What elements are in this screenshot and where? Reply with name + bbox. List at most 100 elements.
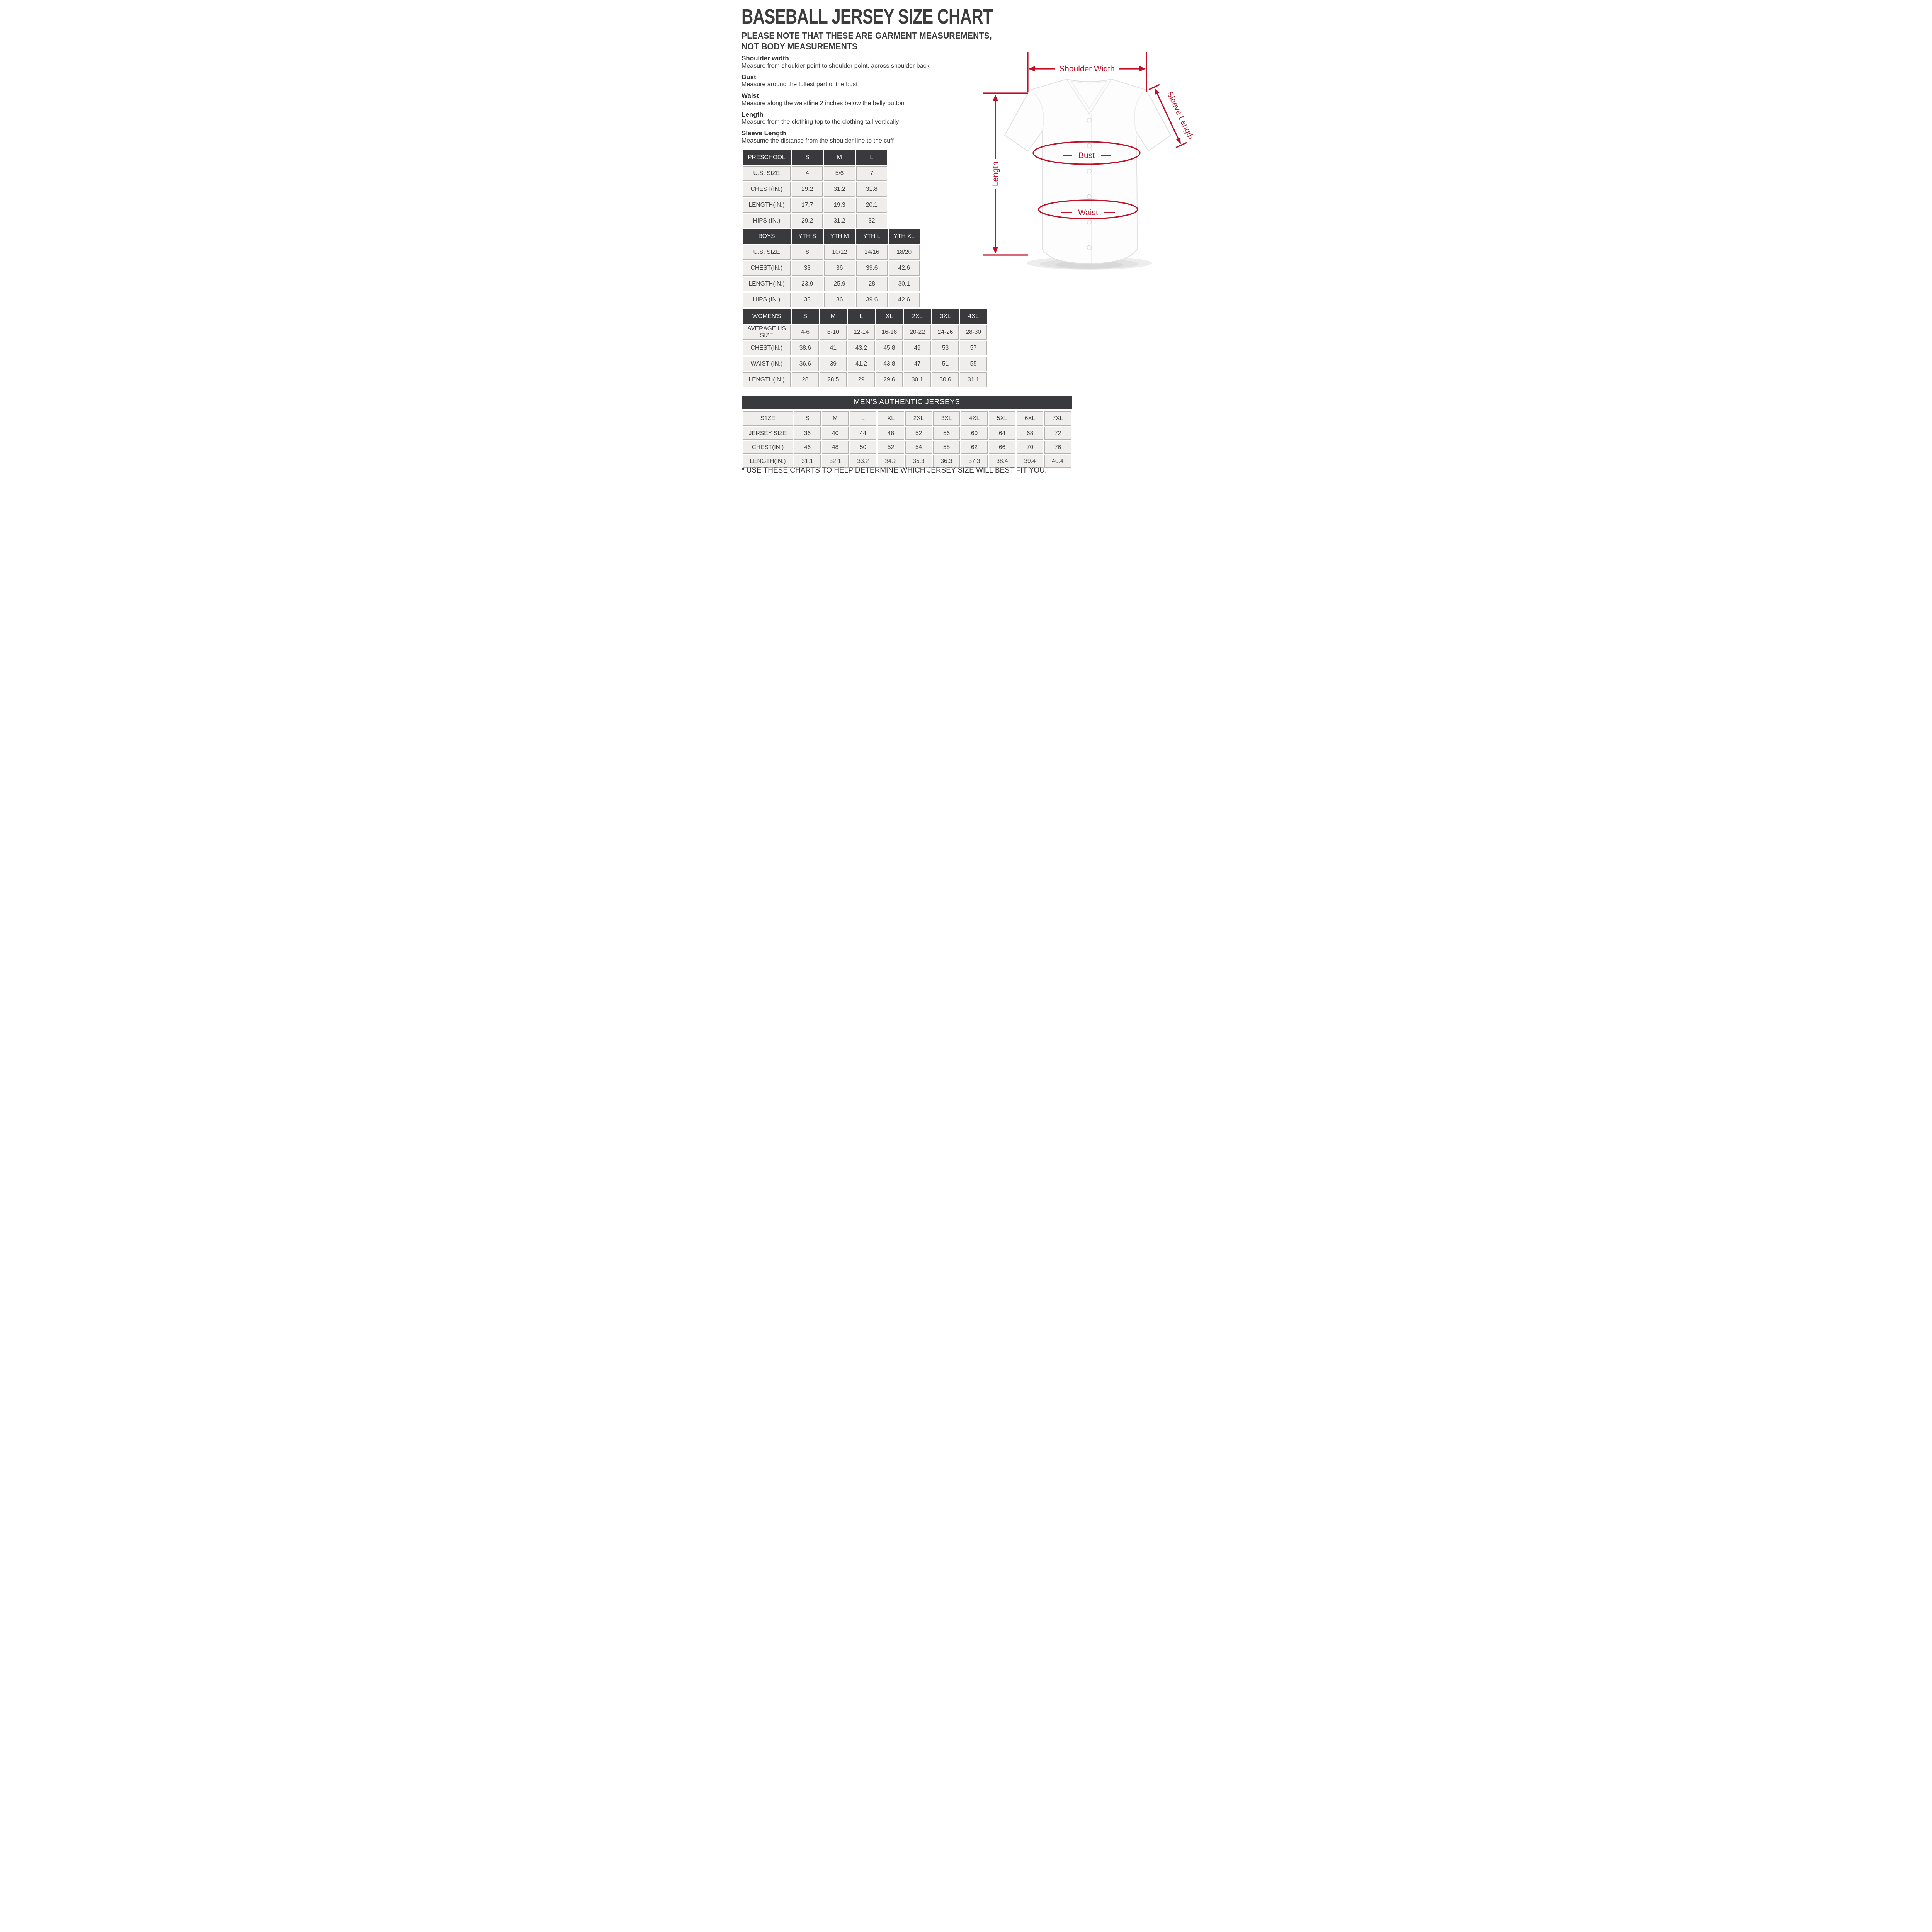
table-header: S1ZE S M L XL 2XL 3XL 4XL 5XL 6XL 7XL xyxy=(743,411,1071,426)
column-header: S xyxy=(794,411,821,426)
data-cell: 62 xyxy=(961,441,988,454)
data-cell: 29.2 xyxy=(792,182,823,197)
data-cell: 38.4 xyxy=(989,455,1015,468)
data-cell: 36 xyxy=(824,261,855,276)
arrow-left-icon xyxy=(1029,66,1035,72)
preschool-size-table: PRESCHOOL S M L U.S, SIZE 4 5/6 7 CHEST(IN.) 29.2… xyxy=(742,149,888,230)
subtitle-line-1: PLEASE NOTE THAT THESE ARE GARMENT MEASU… xyxy=(742,31,992,41)
data-cell: 57 xyxy=(960,341,987,355)
data-cell: 28 xyxy=(856,277,888,291)
data-cell: 52 xyxy=(905,427,932,440)
data-cell: 31.2 xyxy=(824,182,855,197)
jersey-button xyxy=(1087,168,1092,174)
table-row: CHEST(IN.) 33 36 39.6 42.6 xyxy=(743,261,920,276)
row-label: LENGTH(IN.) xyxy=(743,277,791,291)
arrow-up-icon xyxy=(1155,88,1160,95)
definition-term: Sleeve Length xyxy=(742,129,786,137)
data-cell: 30.6 xyxy=(932,372,959,387)
data-cell: 29.2 xyxy=(792,214,823,228)
data-cell: 30.1 xyxy=(904,372,931,387)
data-cell: 16-18 xyxy=(876,325,903,340)
row-label: CHEST(IN.) xyxy=(743,261,791,276)
jersey-button xyxy=(1087,219,1092,225)
row-label: CHEST(IN.) xyxy=(743,341,791,355)
table-row: CHEST(IN.) 38.6 41 43.2 45.8 49 53 57 xyxy=(743,341,987,355)
column-header: 2XL xyxy=(904,309,931,324)
table-body: U.S, SIZE 4 5/6 7 CHEST(IN.) 29.2 31.2 31.8 LENG… xyxy=(743,166,887,228)
table-row: U.S, SIZE 8 10/12 14/16 18/20 xyxy=(743,245,920,260)
data-cell: 76 xyxy=(1044,441,1071,454)
table-body: U.S, SIZE 8 10/12 14/16 18/20 CHEST(IN.) 33 36 3… xyxy=(743,245,920,307)
collar-inner xyxy=(1070,80,1108,109)
data-cell: 39 xyxy=(820,357,847,371)
data-cell: 70 xyxy=(1017,441,1043,454)
data-cell: 10/12 xyxy=(824,245,855,260)
data-cell: 32.1 xyxy=(822,455,849,468)
placket-buttons xyxy=(1087,117,1092,250)
column-header: YTH XL xyxy=(888,229,920,244)
table-header: BOYS YTH S YTH M YTH L YTH XL xyxy=(743,229,920,244)
data-cell: 20.1 xyxy=(856,198,887,213)
definition-item: Sleeve Length Measume the distance from t… xyxy=(742,130,981,145)
definition-item: Waist Measure along the waistline 2 inche… xyxy=(742,92,981,107)
data-cell: 4 xyxy=(792,166,823,181)
jersey-button xyxy=(1087,194,1092,199)
jersey-button xyxy=(1087,143,1092,148)
definition-item: Shoulder width Measure from shoulder poin… xyxy=(742,54,981,70)
data-cell: 39.6 xyxy=(856,293,888,307)
data-cell: 41.2 xyxy=(848,357,875,371)
row-label: LENGTH(IN.) xyxy=(743,372,791,387)
length-annotation: Length xyxy=(983,92,1028,256)
column-header: S xyxy=(792,150,823,165)
data-cell: 68 xyxy=(1017,427,1043,440)
page-title: BASEBALL JERSEY SIZE CHART xyxy=(742,5,993,28)
row-label: LENGTH(IN.) xyxy=(743,455,793,468)
column-header: M xyxy=(824,150,855,165)
definition-desc: Measure from shoulder point to shoulder … xyxy=(742,62,930,69)
footnote: * USE THESE CHARTS TO HELP DETERMINE WHI… xyxy=(742,466,1047,474)
data-cell: 45.8 xyxy=(876,341,903,355)
bust-annotation: Bust xyxy=(1032,141,1141,165)
data-cell: 28.5 xyxy=(820,372,847,387)
row-label: WAIST (IN.) xyxy=(743,357,791,371)
jersey-button xyxy=(1087,117,1092,123)
data-cell: 52 xyxy=(878,441,904,454)
table-body: JERSEY SIZE 36 40 44 48 52 56 60 64 68 72 CHEST(IN.… xyxy=(743,427,1071,468)
shoulder-width-label: Shoulder Width xyxy=(1059,65,1115,73)
arrow-down-icon xyxy=(992,247,998,253)
table-row: CHEST(IN.) 29.2 31.2 31.8 xyxy=(743,182,887,197)
table-row: U.S, SIZE 4 5/6 7 xyxy=(743,166,887,181)
data-cell: 51 xyxy=(932,357,959,371)
column-header: 3XL xyxy=(933,411,960,426)
data-cell: 49 xyxy=(904,341,931,355)
sleeve-bottom-tick xyxy=(1175,142,1187,148)
table-header: PRESCHOOL S M L xyxy=(743,150,887,165)
row-label: HIPS (IN.) xyxy=(743,214,791,228)
data-cell: 43.8 xyxy=(876,357,903,371)
data-cell: 37.3 xyxy=(961,455,988,468)
definition-desc: Measure around the fullest part of the b… xyxy=(742,81,858,88)
definition-item: Length Measure from the clothing top to t… xyxy=(742,111,981,126)
row-label: U.S, SIZE xyxy=(743,245,791,260)
definition-desc: Measure from the clothing top to the clo… xyxy=(742,119,899,126)
bust-label: Bust xyxy=(1078,151,1095,160)
column-header: XL xyxy=(878,411,904,426)
data-cell: 39.4 xyxy=(1017,455,1043,468)
jersey-button xyxy=(1087,245,1092,250)
data-cell: 33 xyxy=(792,261,823,276)
data-cell: 66 xyxy=(989,441,1015,454)
column-header: YTH M xyxy=(824,229,855,244)
data-cell: 25.9 xyxy=(824,277,855,291)
column-header: S1ZE xyxy=(743,411,793,426)
header-row: PRESCHOOL S M L xyxy=(743,150,887,165)
bust-ellipse xyxy=(1032,141,1141,165)
table-row: WAIST (IN.) 36.6 39 41.2 43.8 47 51 55 xyxy=(743,357,987,371)
data-cell: 44 xyxy=(850,427,876,440)
table-row: CHEST(IN.) 46 48 50 52 54 58 62 66 70 76 xyxy=(743,441,1071,454)
data-cell: 23.9 xyxy=(792,277,823,291)
table-row: LENGTH(IN.) 28 28.5 29 29.6 30.1 30.6 31.1 xyxy=(743,372,987,387)
row-label: U.S, SIZE xyxy=(743,166,791,181)
data-cell: 12-14 xyxy=(848,325,875,340)
column-header: M xyxy=(822,411,849,426)
definition-term: Bust xyxy=(742,73,756,81)
